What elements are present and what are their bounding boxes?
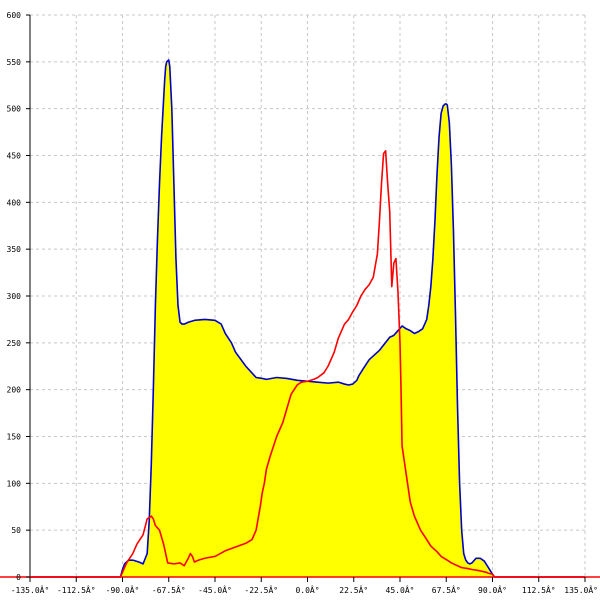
y-tick-label-6: 300 [7,292,22,301]
line-layer [30,59,585,578]
x-tick-label-3: -67.5Â° [152,584,186,595]
series-1-line [30,150,585,578]
series-0-line [30,59,585,578]
axis-layer [0,15,600,581]
x-tick-label-8: 45.0Â° [386,584,415,595]
x-tick-label-0: -135.0Â° [11,584,50,595]
x-tick-label-2: -90.0Â° [106,584,140,595]
series-0-area [30,59,585,577]
y-tick-label-4: 200 [7,386,22,395]
y-tick-label-9: 450 [7,152,22,161]
y-tick-label-7: 350 [7,245,22,254]
x-tick-label-7: 22.5Â° [339,584,368,595]
x-tick-label-10: 90.0Â° [478,584,507,595]
x-tick-label-11: 112.5Â° [522,584,556,595]
y-tick-label-5: 250 [7,339,22,348]
y-tick-label-11: 550 [7,58,22,67]
y-tick-label-1: 50 [11,526,21,535]
x-tick-label-12: 135.0Â° [564,584,598,595]
area-layer [30,59,585,577]
y-tick-label-12: 600 [7,11,22,20]
x-tick-label-6: 0.0Â° [295,584,319,595]
y-tick-label-0: 0 [16,573,21,582]
y-tick-label-2: 100 [7,479,22,488]
x-tick-label-5: -22.5Â° [244,584,278,595]
x-tick-label-4: -45.0Â° [198,584,232,595]
x-tick-label-1: -112.5Â° [57,584,96,595]
y-tick-label-8: 400 [7,198,22,207]
x-tick-label-9: 67.5Â° [432,584,461,595]
y-tick-label-10: 500 [7,105,22,114]
tick-layer: 0 50 100 150 200 250 300 350 400 450 500 550 600 -135… [7,11,598,595]
y-tick-label-3: 150 [7,433,22,442]
